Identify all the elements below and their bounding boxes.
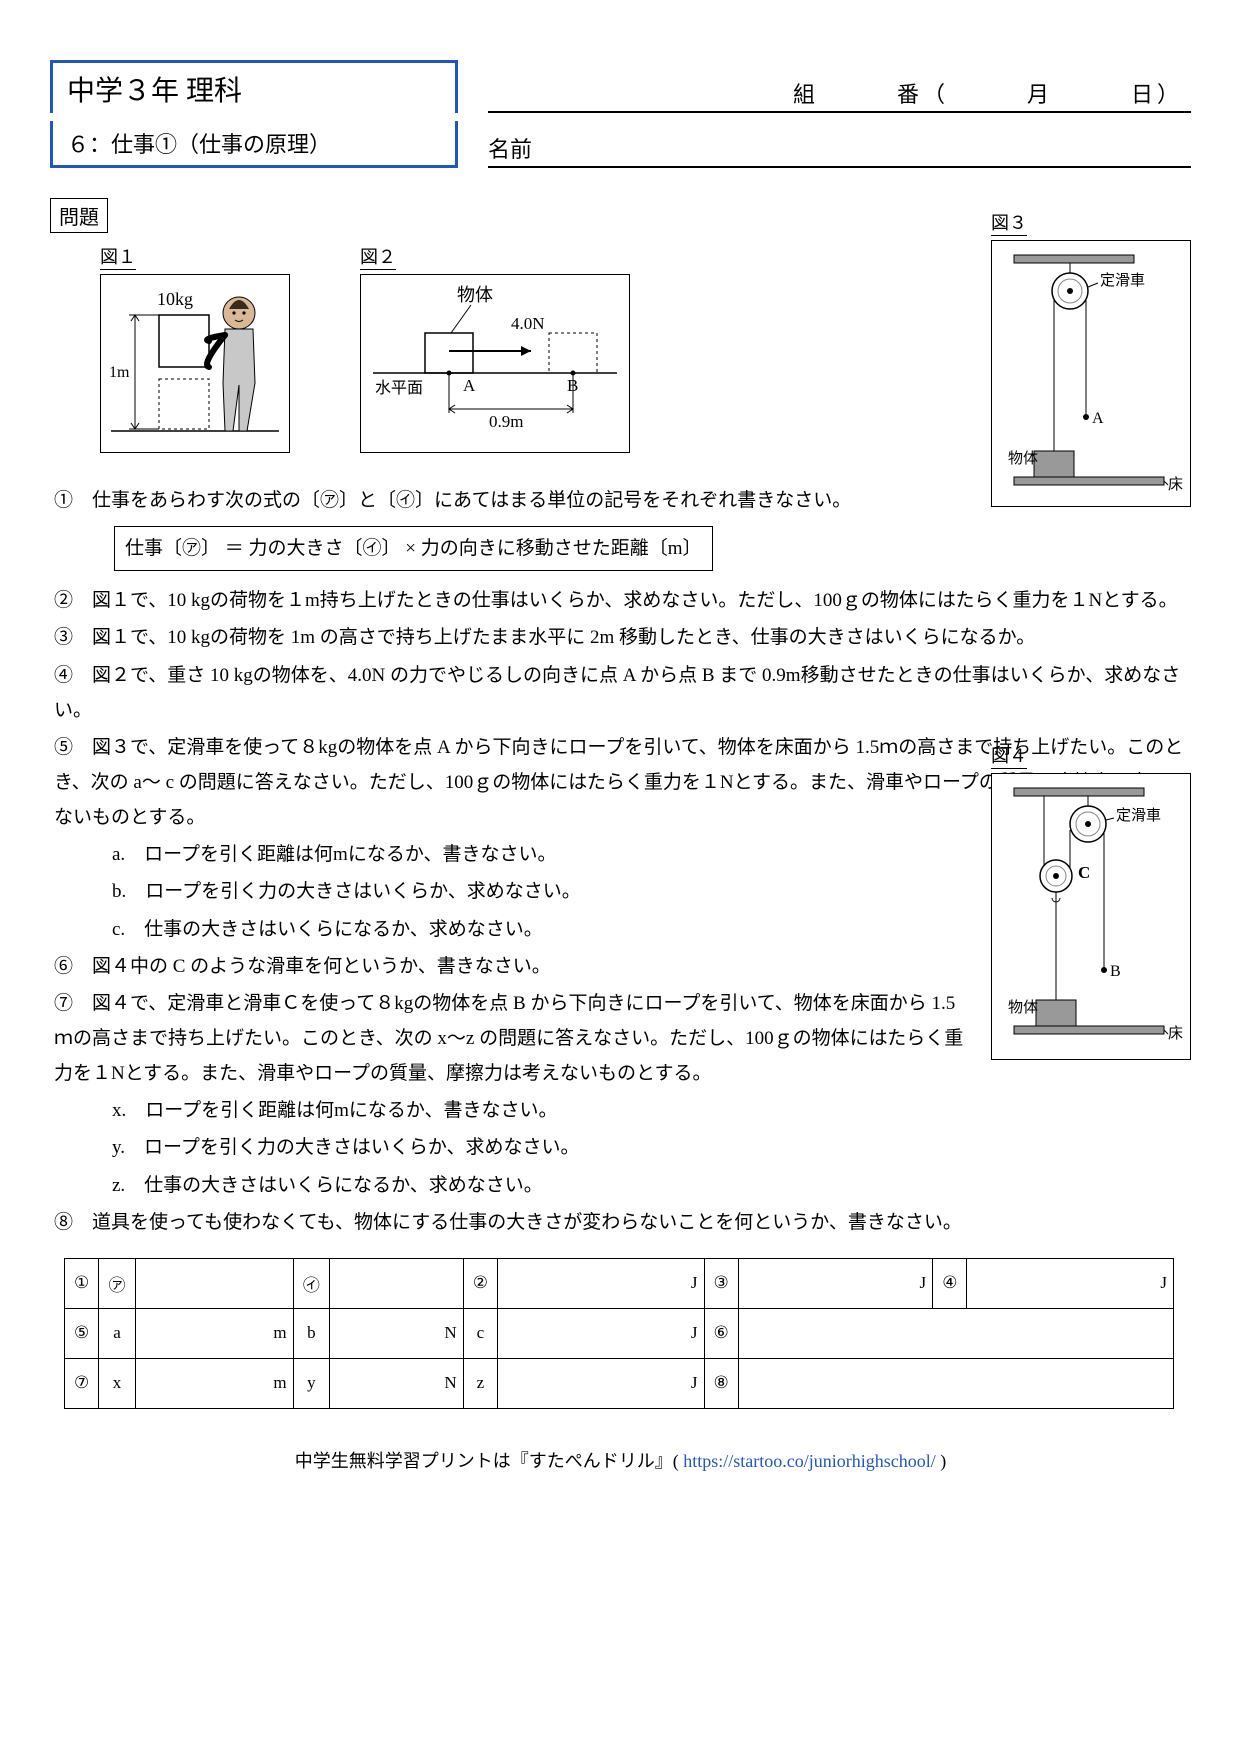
table-row: ① ㋐ ㋑ ② J ③ J ④ J [65, 1258, 1174, 1308]
figure-4: 図４ 定滑車 C [991, 742, 1191, 1060]
svg-text:10kg: 10kg [157, 289, 193, 309]
figure-1-title: 図１ [100, 243, 136, 270]
answer-2[interactable]: J [498, 1258, 704, 1308]
figure-3: 図３ 定滑車 A [991, 209, 1191, 507]
cell-5c-label: c [463, 1308, 497, 1358]
svg-text:定滑車: 定滑車 [1100, 272, 1145, 289]
q7y: y. ロープを引く力の大きさはいくらか、求めなさい。 [54, 1130, 1187, 1165]
cell-4-label: ④ [933, 1258, 967, 1308]
answer-5a[interactable]: m [135, 1308, 293, 1358]
answer-7x[interactable]: m [135, 1358, 293, 1408]
q8: ⑧ 道具を使っても使わなくても、物体にする仕事の大きさが変わらないことを何という… [54, 1205, 1187, 1240]
cell-5-label: ⑤ [65, 1308, 99, 1358]
svg-text:4.0N: 4.0N [511, 314, 545, 333]
cell-2-label: ② [463, 1258, 497, 1308]
svg-text:物体: 物体 [457, 285, 493, 305]
q2: ② 図１で、10 kgの荷物を１m持ち上げたときの仕事はいくらか、求めなさい。た… [54, 583, 1187, 618]
worksheet-title: 中学３年 理科 [50, 60, 458, 113]
worksheet-subtitle: ６：仕事①（仕事の原理） [50, 121, 458, 168]
svg-text:物体: 物体 [1008, 999, 1038, 1016]
figure-1: 図１ 1m 10kg [100, 243, 290, 453]
answer-7z[interactable]: J [498, 1358, 704, 1408]
q4: ④ 図２で、重さ 10 kgの物体を、4.0N の力でやじるしの向きに点 A か… [54, 658, 1187, 728]
svg-text:B: B [1110, 963, 1121, 980]
footer-link[interactable]: https://startoo.co/juniorhighschool/ [683, 1451, 935, 1471]
svg-text:床: 床 [1168, 1025, 1183, 1042]
cell-7y-label: y [293, 1358, 329, 1408]
footer-text-after: ) [936, 1451, 947, 1471]
cell-1a-label: ㋐ [99, 1258, 135, 1308]
answer-6[interactable] [738, 1308, 1173, 1358]
cell-5a-label: a [99, 1308, 135, 1358]
figure-2-title: 図２ [360, 243, 396, 270]
footer-text-before: 中学生無料学習プリントは『すたぺんドリル』( [295, 1451, 684, 1471]
svg-text:床: 床 [1168, 476, 1183, 493]
cell-5b-label: b [293, 1308, 329, 1358]
figure-4-title: 図４ [991, 742, 1027, 769]
figure-2: 図２ 物体 水平面 4.0N A [360, 243, 630, 453]
answer-table: ① ㋐ ㋑ ② J ③ J ④ J ⑤ a m b N c J ⑥ ⑦ x m [64, 1258, 1174, 1409]
answer-4[interactable]: J [967, 1258, 1174, 1308]
q3: ③ 図１で、10 kgの荷物を 1m の高さで持ち上げたまま水平に 2m 移動し… [54, 620, 1187, 655]
class-date-line[interactable]: 組 番（ 月 日） [488, 77, 1191, 113]
cell-1-label: ① [65, 1258, 99, 1308]
cell-1b-label: ㋑ [293, 1258, 329, 1308]
svg-text:C: C [1078, 863, 1090, 882]
cell-6-label: ⑥ [704, 1308, 738, 1358]
svg-text:0.9m: 0.9m [489, 412, 523, 431]
q7z: z. 仕事の大きさはいくらになるか、求めなさい。 [54, 1168, 1187, 1203]
svg-text:水平面: 水平面 [375, 379, 423, 397]
svg-text:物体: 物体 [1008, 450, 1038, 467]
answer-5b[interactable]: N [330, 1308, 464, 1358]
answer-1b[interactable] [330, 1258, 464, 1308]
formula-box: 仕事〔㋐〕 ＝ 力の大きさ〔㋑〕 × 力の向きに移動させた距離〔m〕 [114, 526, 713, 571]
answer-8[interactable] [738, 1358, 1173, 1408]
cell-7z-label: z [463, 1358, 497, 1408]
q7x: x. ロープを引く距離は何mになるか、書きなさい。 [54, 1093, 1187, 1128]
svg-text:A: A [463, 376, 476, 395]
name-line[interactable]: 名前 [488, 132, 1191, 168]
answer-5c[interactable]: J [498, 1308, 704, 1358]
svg-text:定滑車: 定滑車 [1116, 807, 1161, 824]
answer-7y[interactable]: N [330, 1358, 464, 1408]
cell-8-label: ⑧ [704, 1358, 738, 1408]
table-row: ⑦ x m y N z J ⑧ [65, 1358, 1174, 1408]
cell-3-label: ③ [704, 1258, 738, 1308]
svg-text:A: A [1092, 410, 1104, 427]
cell-7x-label: x [99, 1358, 135, 1408]
answer-1a[interactable] [135, 1258, 293, 1308]
problem-label: 問題 [50, 198, 108, 233]
cell-7-label: ⑦ [65, 1358, 99, 1408]
svg-text:1m: 1m [109, 364, 130, 381]
figure-3-title: 図３ [991, 209, 1027, 236]
answer-3[interactable]: J [738, 1258, 932, 1308]
table-row: ⑤ a m b N c J ⑥ [65, 1308, 1174, 1358]
footer: 中学生無料学習プリントは『すたぺんドリル』( https://startoo.c… [50, 1447, 1191, 1473]
